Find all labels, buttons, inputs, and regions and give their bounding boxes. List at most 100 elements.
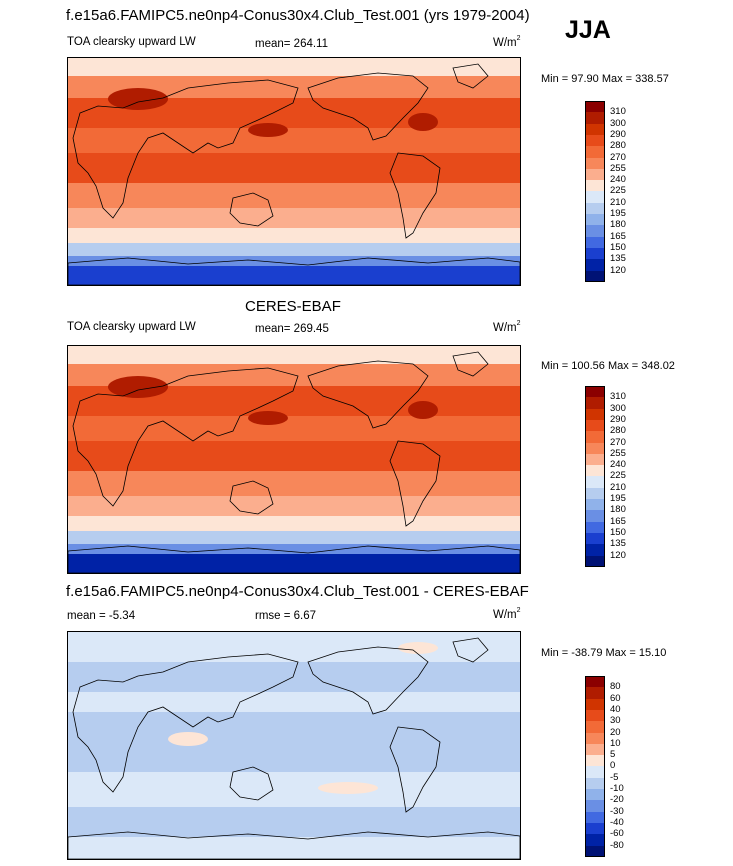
field-band — [68, 266, 520, 285]
field-band — [68, 346, 520, 364]
coastline — [68, 831, 520, 859]
colorbar-tick-label: -40 — [610, 816, 624, 828]
colorbar-swatch — [585, 709, 605, 722]
colorbar-swatch — [585, 811, 605, 824]
colorbar-swatch — [585, 180, 605, 192]
colorbar-tick-label: -30 — [610, 805, 624, 817]
field-hotspot — [108, 376, 168, 398]
field-band — [68, 228, 520, 243]
colorbar-swatch — [585, 755, 605, 767]
panel-model-variable-label: TOA clearsky upward LW — [67, 36, 196, 48]
colorbar-swatch — [585, 789, 605, 801]
panel-model-units: W/m2 — [493, 35, 521, 49]
colorbar-swatch — [585, 419, 605, 432]
colorbar-swatch — [585, 236, 605, 249]
colorbar-tick-label: 280 — [610, 140, 626, 152]
coastline — [229, 766, 274, 801]
field-band — [68, 183, 520, 208]
field-band — [68, 712, 520, 772]
colorbar-tick-label: 135 — [610, 253, 626, 265]
panel-diff-map — [67, 631, 521, 860]
colorbar-swatch — [585, 386, 605, 398]
panel-diff-minmax: Min = -38.79 Max = 15.10 — [541, 647, 667, 659]
panel-diff-mean-label: mean = -5.34 — [67, 610, 136, 622]
colorbar-tick-label: 290 — [610, 128, 626, 140]
colorbar-swatch — [585, 453, 605, 466]
coastline — [68, 257, 520, 285]
coastline — [307, 646, 429, 715]
field-band — [68, 516, 520, 531]
field-band — [68, 544, 520, 554]
colorbar-tick-label: -5 — [610, 771, 619, 783]
colorbar-swatch — [585, 822, 605, 835]
colorbar-swatch — [585, 834, 605, 846]
field-hotspot — [248, 123, 288, 137]
colorbar-tick-label: 240 — [610, 174, 626, 186]
colorbar-swatch — [585, 732, 605, 745]
coastline — [452, 63, 489, 89]
colorbar-swatch — [585, 510, 605, 523]
coastline — [307, 72, 429, 141]
colorbar-swatch — [585, 800, 605, 813]
colorbar-tick-label: -60 — [610, 828, 624, 840]
colorbar-swatch — [585, 698, 605, 711]
colorbar-swatch — [585, 431, 605, 443]
colorbar-swatch — [585, 157, 605, 170]
field-hotspot — [108, 88, 168, 110]
coastline — [452, 351, 489, 377]
colorbar-swatch — [585, 112, 605, 125]
colorbar-tick-label: 210 — [610, 196, 626, 208]
coastline — [72, 653, 299, 793]
colorbar-tick-label: 195 — [610, 493, 626, 504]
colorbar-swatch — [585, 202, 605, 215]
field-band — [68, 692, 520, 712]
field-band — [68, 128, 520, 153]
colorbar-swatch — [585, 442, 605, 455]
field-band — [68, 471, 520, 496]
panel-diff-title: f.e15a6.FAMIPC5.ne0np4-Conus30x4.Club_Te… — [66, 583, 529, 600]
field-band — [68, 554, 520, 573]
colorbar-swatch — [585, 476, 605, 489]
colorbar-swatch — [585, 168, 605, 181]
colorbar-swatch — [585, 259, 605, 271]
coastline — [389, 152, 441, 239]
colorbar-tick-label: 210 — [610, 481, 626, 493]
field-band — [68, 807, 520, 837]
field-hotspot — [248, 411, 288, 425]
colorbar-tick-label: 120 — [610, 549, 626, 561]
panel-obs-field — [68, 346, 520, 573]
panel-obs-units: W/m2 — [493, 320, 521, 334]
panel-diff-rmse-label: rmse = 6.67 — [255, 610, 317, 622]
colorbar-swatch — [585, 397, 605, 410]
colorbar-tick-label: 290 — [610, 413, 626, 425]
colorbar-tick-label: 150 — [610, 241, 626, 253]
panel-diff-units: W/m2 — [493, 607, 521, 621]
panel-model-field — [68, 58, 520, 285]
panel-obs-title: CERES-EBAF — [245, 298, 341, 315]
colorbar-tick-label: 310 — [610, 106, 626, 118]
colorbar-tick-label: 60 — [610, 692, 621, 704]
season-label: JJA — [565, 16, 611, 44]
field-positive-patch — [318, 782, 378, 794]
colorbar-swatch — [585, 134, 605, 147]
field-hotspot — [408, 113, 438, 131]
panel-model-map — [67, 57, 521, 286]
coastline — [68, 545, 520, 573]
colorbar-tick-label: 310 — [610, 391, 626, 403]
panel-model-minmax: Min = 97.90 Max = 338.57 — [541, 73, 669, 85]
coastline — [229, 192, 274, 227]
field-band — [68, 58, 520, 76]
colorbar-swatch — [585, 214, 605, 226]
colorbar-tick-label: 30 — [610, 715, 621, 727]
colorbar-tick-label: -10 — [610, 783, 624, 794]
colorbar-swatch — [585, 544, 605, 556]
colorbar-tick-label: 300 — [610, 402, 626, 414]
colorbar-swatch — [585, 766, 605, 779]
colorbar-tick-label: 180 — [610, 504, 626, 516]
colorbar-tick-label: 195 — [610, 208, 626, 219]
colorbar-tick-label: 255 — [610, 447, 626, 459]
field-hotspot — [408, 401, 438, 419]
colorbar-swatch — [585, 777, 605, 790]
colorbar-tick-label: 120 — [610, 264, 626, 276]
colorbar-swatch — [585, 101, 605, 113]
